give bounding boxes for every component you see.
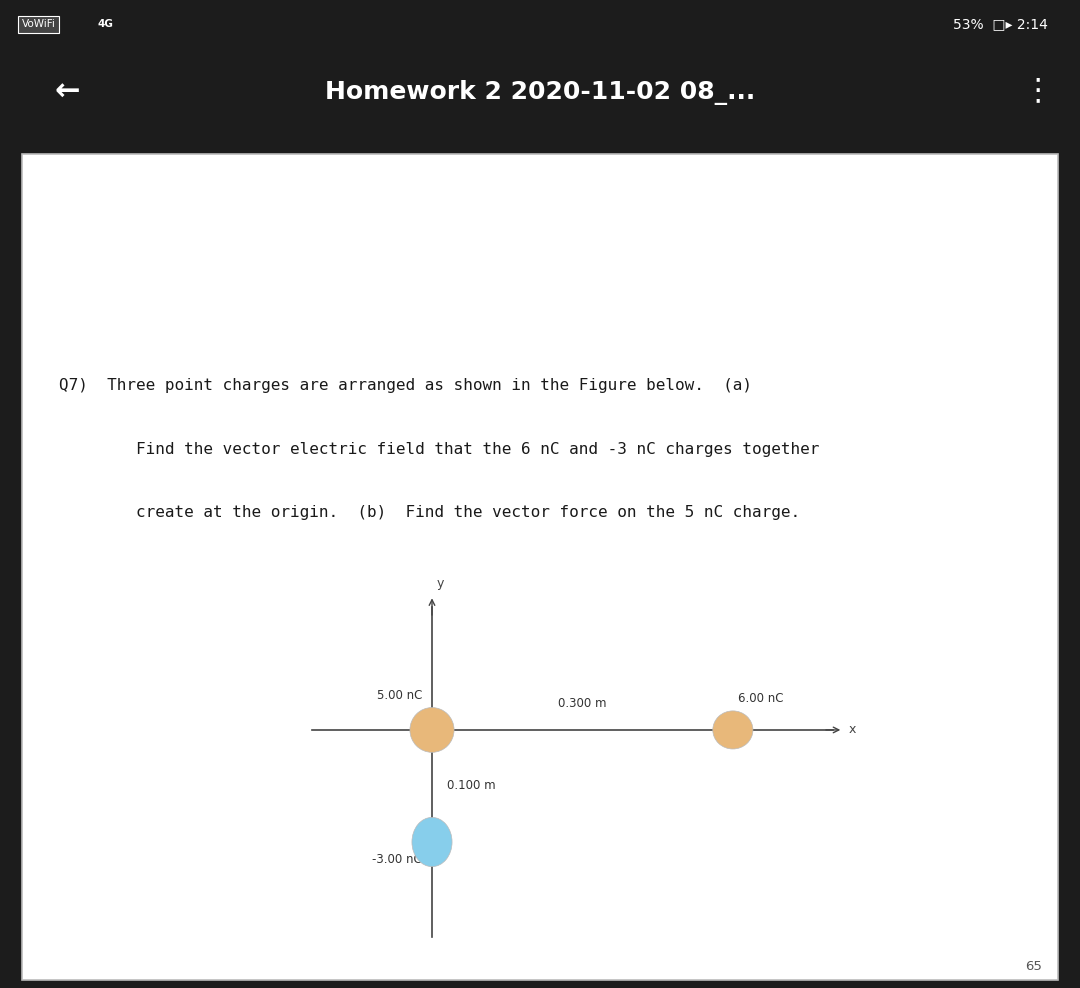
Text: ⋮: ⋮ xyxy=(1023,76,1053,105)
Text: 65: 65 xyxy=(1025,959,1042,973)
Ellipse shape xyxy=(411,817,453,866)
Ellipse shape xyxy=(713,711,753,749)
Text: 4G: 4G xyxy=(97,20,113,30)
Text: Q7)  Three point charges are arranged as shown in the Figure below.  (a): Q7) Three point charges are arranged as … xyxy=(59,378,753,393)
Text: VoWiFi: VoWiFi xyxy=(22,20,55,30)
Text: Find the vector electric field that the 6 nC and -3 nC charges together: Find the vector electric field that the … xyxy=(59,442,820,456)
Text: 53%  □▸ 2:14: 53% □▸ 2:14 xyxy=(953,18,1048,32)
Text: 6.00 nC: 6.00 nC xyxy=(738,693,783,705)
Text: 0.100 m: 0.100 m xyxy=(447,780,496,792)
Text: 0.300 m: 0.300 m xyxy=(558,697,607,709)
Text: y: y xyxy=(437,577,444,590)
FancyBboxPatch shape xyxy=(22,154,1058,979)
Text: ←: ← xyxy=(54,78,80,107)
Text: create at the origin.  (b)  Find the vector force on the 5 nC charge.: create at the origin. (b) Find the vecto… xyxy=(59,506,800,521)
Text: x: x xyxy=(848,723,855,736)
Text: -3.00 nC: -3.00 nC xyxy=(373,854,422,866)
Text: Homework 2 2020-11-02 08_...: Homework 2 2020-11-02 08_... xyxy=(325,80,755,105)
Ellipse shape xyxy=(410,707,454,752)
Text: 5.00 nC: 5.00 nC xyxy=(377,689,422,701)
